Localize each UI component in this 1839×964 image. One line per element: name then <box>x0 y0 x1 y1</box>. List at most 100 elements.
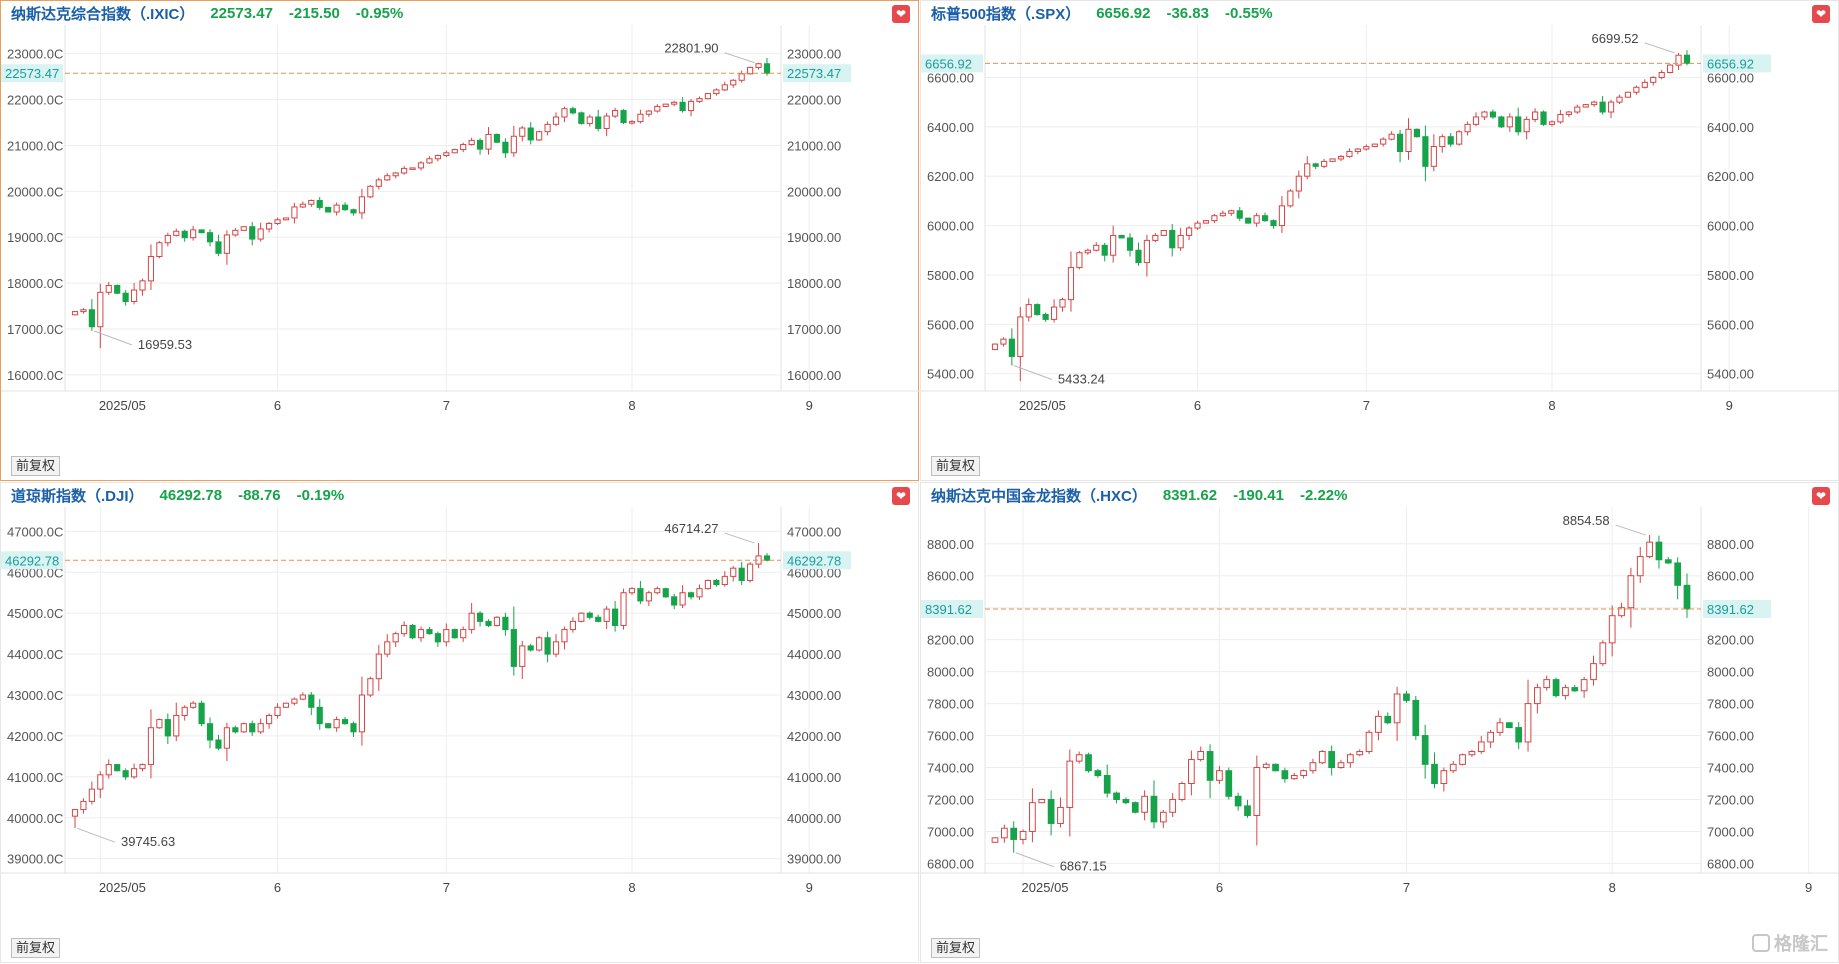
candle-up <box>282 702 290 708</box>
panel-ixic[interactable]: 纳斯达克综合指数（.IXIC） 22573.47 -215.50 -0.95% … <box>0 0 920 482</box>
y-tick-label-right: 19000.00 <box>787 230 841 245</box>
candle-up <box>747 563 754 581</box>
candle-down <box>164 719 171 737</box>
y-tick-label-right: 21000.00 <box>787 138 841 153</box>
index-title[interactable]: 标普500指数（.SPX） <box>931 5 1081 23</box>
current-price-badge-right <box>783 64 851 83</box>
y-tick-label-left: 18000.0C <box>7 276 63 291</box>
candle-down <box>763 555 771 561</box>
candle-up <box>1211 215 1218 222</box>
candle-up <box>552 116 560 125</box>
candle-down <box>1206 751 1214 781</box>
candle-up <box>1616 96 1623 103</box>
candle-up <box>1202 220 1210 224</box>
y-tick-label-left: 8200.00 <box>927 633 974 648</box>
candle-up <box>1472 116 1480 125</box>
candle-up <box>645 110 652 115</box>
candle-up <box>569 620 576 631</box>
candle-up <box>687 100 695 112</box>
heart-icon[interactable]: ❤ <box>1812 487 1830 505</box>
candle-down <box>1396 133 1404 153</box>
index-title[interactable]: 纳斯达克中国金龙指数（.HXC） <box>931 487 1147 505</box>
y-tick-label-right: 43000.00 <box>787 688 841 703</box>
candle-down <box>687 592 695 598</box>
y-tick-label-right: 6200.00 <box>1707 169 1754 184</box>
candle-up <box>1375 715 1382 733</box>
candle-down <box>1272 763 1279 772</box>
candle-up <box>493 616 501 626</box>
candle-up <box>1464 123 1471 133</box>
candle-up <box>1487 731 1494 743</box>
index-title[interactable]: 道琼斯指数（.DJI） <box>11 487 144 505</box>
index-title[interactable]: 纳斯达克综合指数（.IXIC） <box>11 5 195 23</box>
candle-up <box>147 256 155 282</box>
candle-down <box>1135 249 1142 264</box>
candle-down <box>122 292 129 303</box>
candle-up <box>1459 754 1466 765</box>
candle-up <box>671 101 678 105</box>
y-tick-label-right: 7400.00 <box>1707 761 1754 776</box>
candlestick-chart-hxc[interactable]: 6800.00 6800.00 7000.00 7000.00 7200.00 7200.… <box>921 507 1839 964</box>
candle-down <box>1236 210 1243 219</box>
candlestick-chart-ixic[interactable]: 16000.0C 16000.00 17000.0C 17000.00 18000.0C… <box>1 25 920 482</box>
candle-up <box>1627 575 1635 609</box>
candle-up <box>1067 267 1075 301</box>
y-tick-label-left: 43000.0C <box>7 688 63 703</box>
candle-up <box>417 162 425 169</box>
candle-down <box>1245 217 1252 224</box>
y-tick-label-left: 6400.00 <box>927 120 974 135</box>
x-tick-label: 8 <box>1609 880 1616 895</box>
candle-down <box>114 284 121 294</box>
candlestick-chart-spx[interactable]: 5400.00 5400.00 5600.00 5600.00 5800.00 5800.… <box>921 25 1839 482</box>
index-change-pct: -0.95% <box>355 4 404 22</box>
candle-down <box>502 616 509 631</box>
candle-down <box>1515 116 1522 133</box>
x-tick-label: 2025/05 <box>99 398 146 413</box>
y-tick-label-right: 47000.00 <box>787 524 841 539</box>
x-tick-label: 7 <box>1363 398 1370 413</box>
candle-down <box>763 63 771 74</box>
candle-down <box>249 226 256 240</box>
candle-up <box>1278 205 1286 227</box>
candle-up <box>291 206 298 219</box>
panel-spx[interactable]: 标普500指数（.SPX） 6656.92 -36.83 -0.55% ❤ 54… <box>920 0 1839 481</box>
candle-up <box>181 706 188 716</box>
adjustment-toggle[interactable]: 前复权 <box>931 938 981 958</box>
panel-hxc[interactable]: 纳斯达克中国金龙指数（.HXC） 8391.62 -190.41 -2.22% … <box>920 482 1839 963</box>
candle-down <box>181 230 188 239</box>
adjustment-toggle[interactable]: 前复权 <box>11 938 61 958</box>
x-tick-label: 9 <box>1805 880 1812 895</box>
candle-up <box>696 588 703 598</box>
adjustment-toggle[interactable]: 前复权 <box>931 456 981 476</box>
low-annotation: 39745.63 <box>121 834 175 849</box>
candle-down <box>527 127 534 141</box>
index-price: 46292.78 <box>159 486 223 504</box>
y-tick-label-right: 5800.00 <box>1707 268 1754 283</box>
candle-up <box>173 714 180 737</box>
current-price-label-left: 6656.92 <box>925 56 972 71</box>
candle-down <box>1540 111 1547 125</box>
candle-down <box>1010 827 1018 840</box>
candle-up <box>105 764 112 776</box>
candle-down <box>1412 699 1420 737</box>
candle-down <box>350 723 357 733</box>
candle-down <box>316 200 323 208</box>
candlestick-chart-dji[interactable]: 39000.0C 39000.00 40000.0C 40000.00 41000.0C… <box>1 507 920 964</box>
candle-up <box>1650 76 1657 83</box>
candle-down <box>308 694 315 708</box>
panel-dji[interactable]: 道琼斯指数（.DJI） 46292.78 -88.76 -0.19% ❤ 390… <box>0 482 920 964</box>
index-change: -88.76 <box>238 486 281 504</box>
candle-down <box>1431 763 1438 785</box>
candle-up <box>1636 556 1644 577</box>
heart-icon[interactable]: ❤ <box>892 487 910 505</box>
heart-icon[interactable]: ❤ <box>1812 5 1830 23</box>
candle-down <box>1505 722 1513 729</box>
candle-up <box>1667 64 1674 74</box>
heart-icon[interactable]: ❤ <box>892 5 910 23</box>
current-price-label-left: 46292.78 <box>5 553 59 568</box>
adjustment-toggle[interactable]: 前复权 <box>11 456 61 476</box>
candle-up <box>991 837 999 843</box>
candle-down <box>662 588 669 598</box>
candle-up <box>603 115 610 129</box>
